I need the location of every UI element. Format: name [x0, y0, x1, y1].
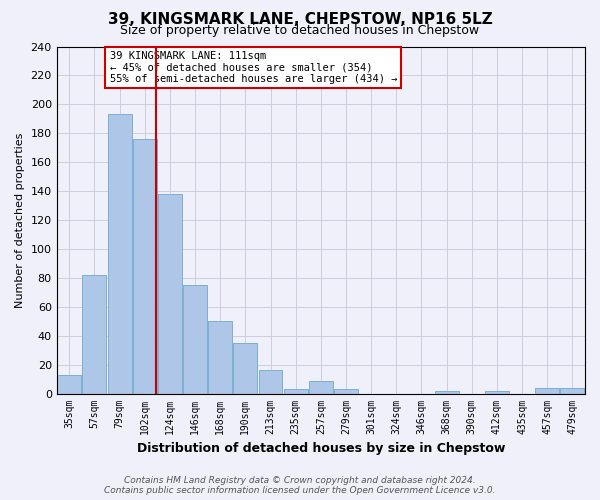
Text: 39, KINGSMARK LANE, CHEPSTOW, NP16 5LZ: 39, KINGSMARK LANE, CHEPSTOW, NP16 5LZ	[107, 12, 493, 28]
Bar	[82, 275, 106, 394]
Bar	[334, 389, 358, 394]
Bar	[133, 139, 157, 394]
Bar	[57, 375, 81, 394]
Bar	[284, 389, 308, 394]
Bar	[434, 390, 458, 394]
Y-axis label: Number of detached properties: Number of detached properties	[15, 132, 25, 308]
Bar	[485, 390, 509, 394]
Bar	[560, 388, 584, 394]
Bar	[208, 322, 232, 394]
Bar	[233, 343, 257, 394]
Text: 39 KINGSMARK LANE: 111sqm
← 45% of detached houses are smaller (354)
55% of semi: 39 KINGSMARK LANE: 111sqm ← 45% of detac…	[110, 51, 397, 84]
X-axis label: Distribution of detached houses by size in Chepstow: Distribution of detached houses by size …	[137, 442, 505, 455]
Bar	[158, 194, 182, 394]
Bar	[535, 388, 559, 394]
Bar	[309, 380, 333, 394]
Bar	[183, 285, 207, 394]
Bar	[259, 370, 283, 394]
Text: Contains HM Land Registry data © Crown copyright and database right 2024.
Contai: Contains HM Land Registry data © Crown c…	[104, 476, 496, 495]
Text: Size of property relative to detached houses in Chepstow: Size of property relative to detached ho…	[121, 24, 479, 37]
Bar	[107, 114, 131, 394]
